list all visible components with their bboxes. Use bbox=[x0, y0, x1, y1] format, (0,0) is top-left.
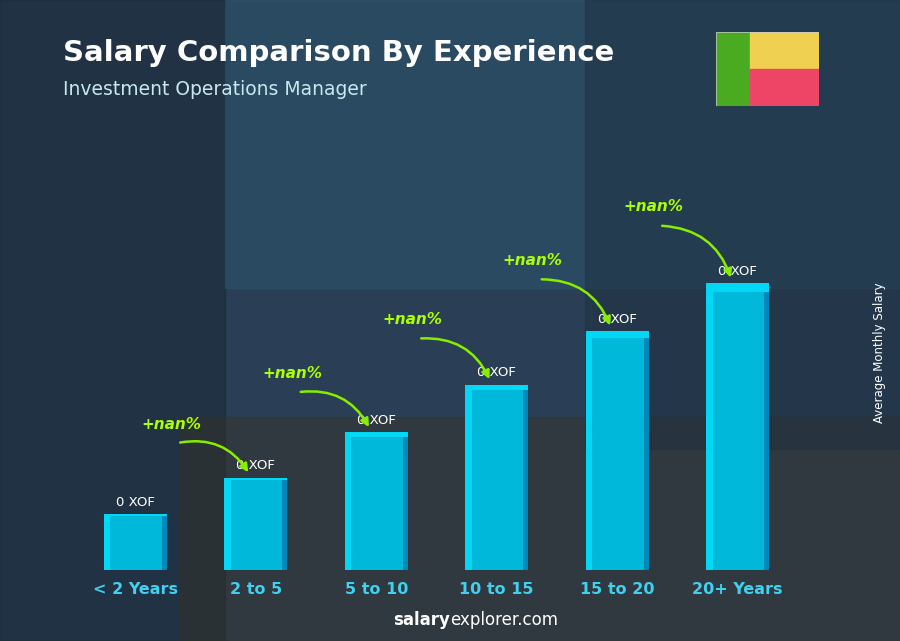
Bar bbox=[345, 433, 408, 437]
Bar bbox=[764, 283, 769, 570]
Bar bbox=[162, 514, 166, 570]
Bar bbox=[706, 283, 769, 292]
Text: Investment Operations Manager: Investment Operations Manager bbox=[63, 80, 367, 99]
Bar bbox=[523, 385, 528, 570]
Bar bbox=[586, 331, 649, 570]
Bar bbox=[282, 478, 287, 570]
Bar bbox=[402, 433, 408, 570]
Text: 0 XOF: 0 XOF bbox=[598, 313, 636, 326]
Bar bbox=[750, 69, 819, 106]
Bar bbox=[585, 0, 900, 449]
Bar bbox=[224, 478, 287, 570]
Bar bbox=[750, 32, 819, 69]
Bar bbox=[224, 478, 230, 570]
Text: 0 XOF: 0 XOF bbox=[477, 367, 517, 379]
Bar bbox=[224, 478, 287, 480]
Bar bbox=[586, 331, 649, 338]
Bar bbox=[644, 331, 649, 570]
Text: Average Monthly Salary: Average Monthly Salary bbox=[874, 282, 886, 423]
Bar bbox=[716, 32, 750, 106]
Text: +nan%: +nan% bbox=[624, 199, 683, 214]
Bar bbox=[465, 385, 528, 390]
Bar bbox=[104, 514, 166, 516]
Bar bbox=[225, 0, 900, 288]
Text: +nan%: +nan% bbox=[382, 312, 443, 327]
Bar bbox=[706, 283, 713, 570]
Text: +nan%: +nan% bbox=[141, 417, 202, 431]
Text: 0 XOF: 0 XOF bbox=[237, 460, 275, 472]
Text: 0 XOF: 0 XOF bbox=[116, 496, 155, 509]
Bar bbox=[180, 417, 900, 641]
Bar bbox=[104, 514, 110, 570]
Text: explorer.com: explorer.com bbox=[450, 611, 558, 629]
Text: +nan%: +nan% bbox=[262, 366, 322, 381]
Text: +nan%: +nan% bbox=[503, 253, 562, 268]
Bar bbox=[465, 385, 528, 570]
Bar bbox=[104, 514, 166, 570]
Bar bbox=[586, 331, 592, 570]
Bar bbox=[0, 0, 225, 641]
Text: 0 XOF: 0 XOF bbox=[356, 414, 396, 428]
Bar bbox=[345, 433, 351, 570]
Bar bbox=[345, 433, 408, 570]
Bar bbox=[465, 385, 472, 570]
Text: Salary Comparison By Experience: Salary Comparison By Experience bbox=[63, 39, 614, 67]
Text: 0 XOF: 0 XOF bbox=[718, 265, 757, 278]
Text: salary: salary bbox=[393, 611, 450, 629]
Bar bbox=[706, 283, 769, 570]
